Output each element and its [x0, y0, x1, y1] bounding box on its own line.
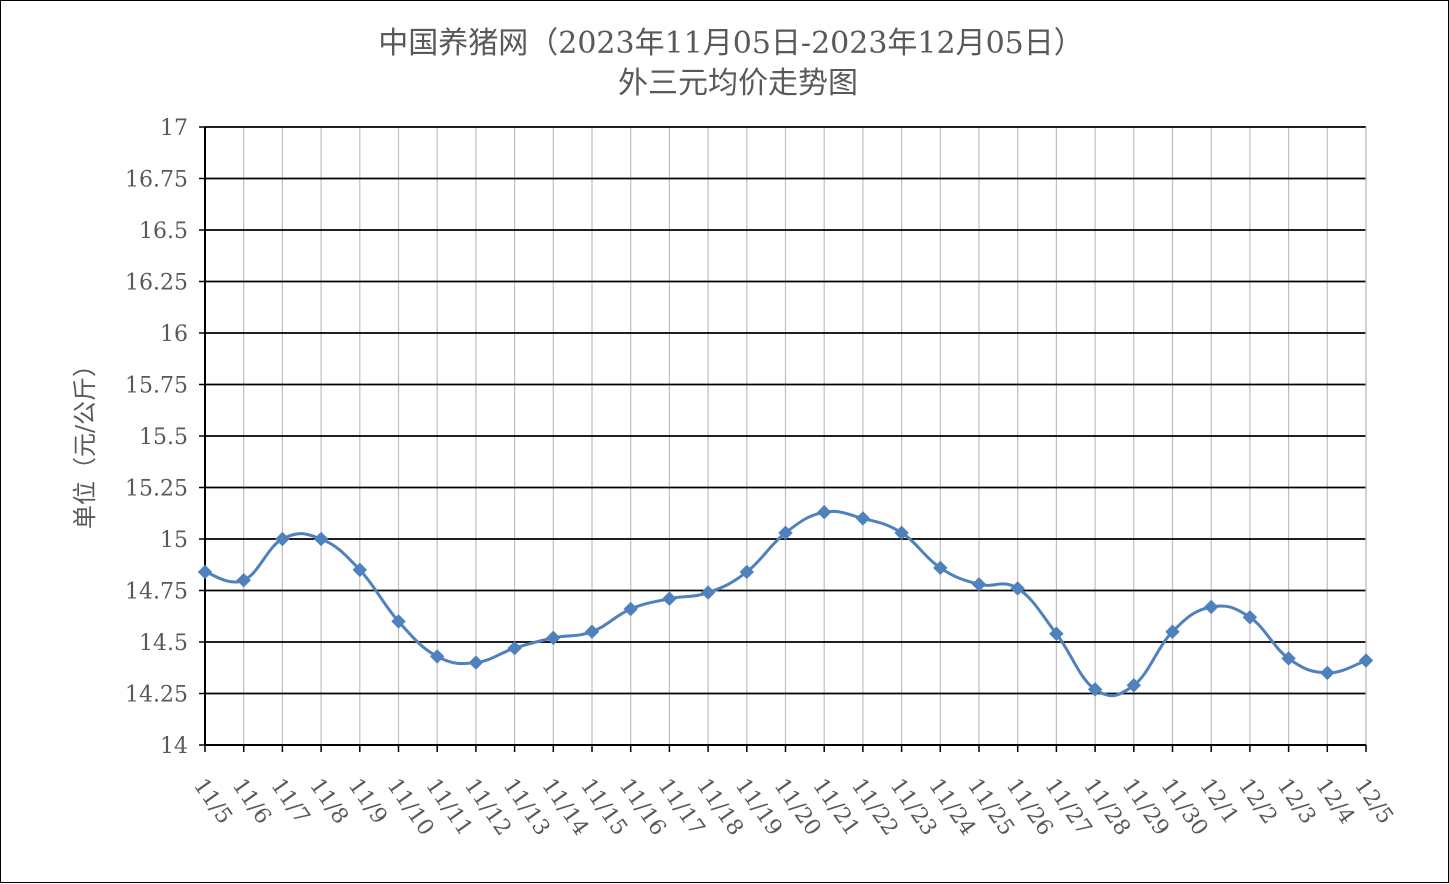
- data-point-marker: [546, 630, 561, 646]
- data-point-marker: [700, 585, 716, 600]
- x-tick-label: 11/8: [304, 774, 353, 829]
- y-tick-label: 15.5: [139, 425, 188, 450]
- data-point-marker: [1203, 599, 1219, 615]
- y-tick-label: 16.25: [125, 271, 188, 296]
- y-tick-label: 14: [160, 734, 188, 759]
- y-tick-label: 17: [160, 116, 188, 141]
- y-tick-label: 15: [160, 528, 188, 553]
- y-tick-label: 15.75: [125, 374, 188, 399]
- y-tick-labels: 14 14.25 14.5 14.75 15 15.25 15.5 15.75 16 16.25 1…: [125, 116, 188, 759]
- data-point-marker: [971, 577, 987, 592]
- data-point-marker: [1010, 581, 1025, 596]
- data-point-marker: [1049, 626, 1064, 641]
- data-point-marker: [429, 649, 445, 664]
- data-point-marker: [816, 505, 832, 520]
- chart-subtitle: 外三元均价走势图: [618, 66, 858, 101]
- data-point-marker: [894, 525, 909, 541]
- data-point-marker: [236, 572, 251, 588]
- data-point-marker: [662, 591, 677, 606]
- data-point-marker: [1126, 678, 1142, 693]
- x-tick-label: 12/4: [1310, 774, 1359, 829]
- data-point-marker: [1358, 653, 1374, 668]
- data-point-marker: [933, 560, 948, 576]
- data-point-marker: [507, 640, 522, 656]
- data-point-marker: [352, 562, 368, 578]
- axes: [199, 126, 1367, 752]
- grid-lines: [204, 126, 1367, 746]
- y-tick-label: 16.5: [139, 219, 188, 244]
- y-tick-label: 14.25: [125, 683, 188, 708]
- x-tick-label: 11/9: [343, 774, 392, 829]
- data-point-marker: [855, 511, 871, 526]
- y-tick-label: 14.75: [125, 580, 188, 605]
- chart-title-group: 中国养猪网（2023年11月05日-2023年12月05日） 外三元均价走势图: [378, 26, 1084, 101]
- data-point-marker: [391, 614, 406, 629]
- y-tick-label: 16.75: [125, 168, 188, 193]
- data-point-marker: [275, 531, 290, 547]
- x-tick-label: 12/2: [1233, 774, 1282, 829]
- data-point-marker: [778, 525, 793, 541]
- y-tick-label: 15.25: [125, 477, 188, 502]
- data-point-marker: [584, 624, 600, 639]
- x-tick-label: 11/7: [265, 774, 314, 829]
- x-tick-label: 11/6: [227, 774, 276, 829]
- data-point-marker: [468, 655, 484, 670]
- data-point-marker: [623, 601, 638, 617]
- data-point-marker: [1281, 651, 1296, 666]
- data-point-marker: [197, 564, 213, 580]
- y-tick-label: 14.5: [139, 631, 188, 656]
- x-tick-label: 12/3: [1272, 774, 1321, 829]
- y-axis-label: 单位（元/公斤）: [71, 353, 99, 529]
- chart-title: 中国养猪网（2023年11月05日-2023年12月05日）: [378, 26, 1084, 61]
- data-point-marker: [739, 564, 755, 580]
- x-tick-labels: 11/511/611/711/811/911/1011/1111/1211/13…: [188, 774, 1398, 840]
- y-tick-label: 16: [160, 322, 188, 347]
- x-tick-label: 12/5: [1349, 774, 1398, 829]
- x-tick-label: 11/5: [188, 774, 237, 829]
- data-point-marker: [1242, 610, 1258, 625]
- series-layer: [197, 505, 1374, 698]
- data-point-marker: [1087, 682, 1103, 697]
- data-point-marker: [1320, 665, 1335, 681]
- data-point-marker: [313, 531, 329, 547]
- data-point-marker: [1165, 624, 1180, 639]
